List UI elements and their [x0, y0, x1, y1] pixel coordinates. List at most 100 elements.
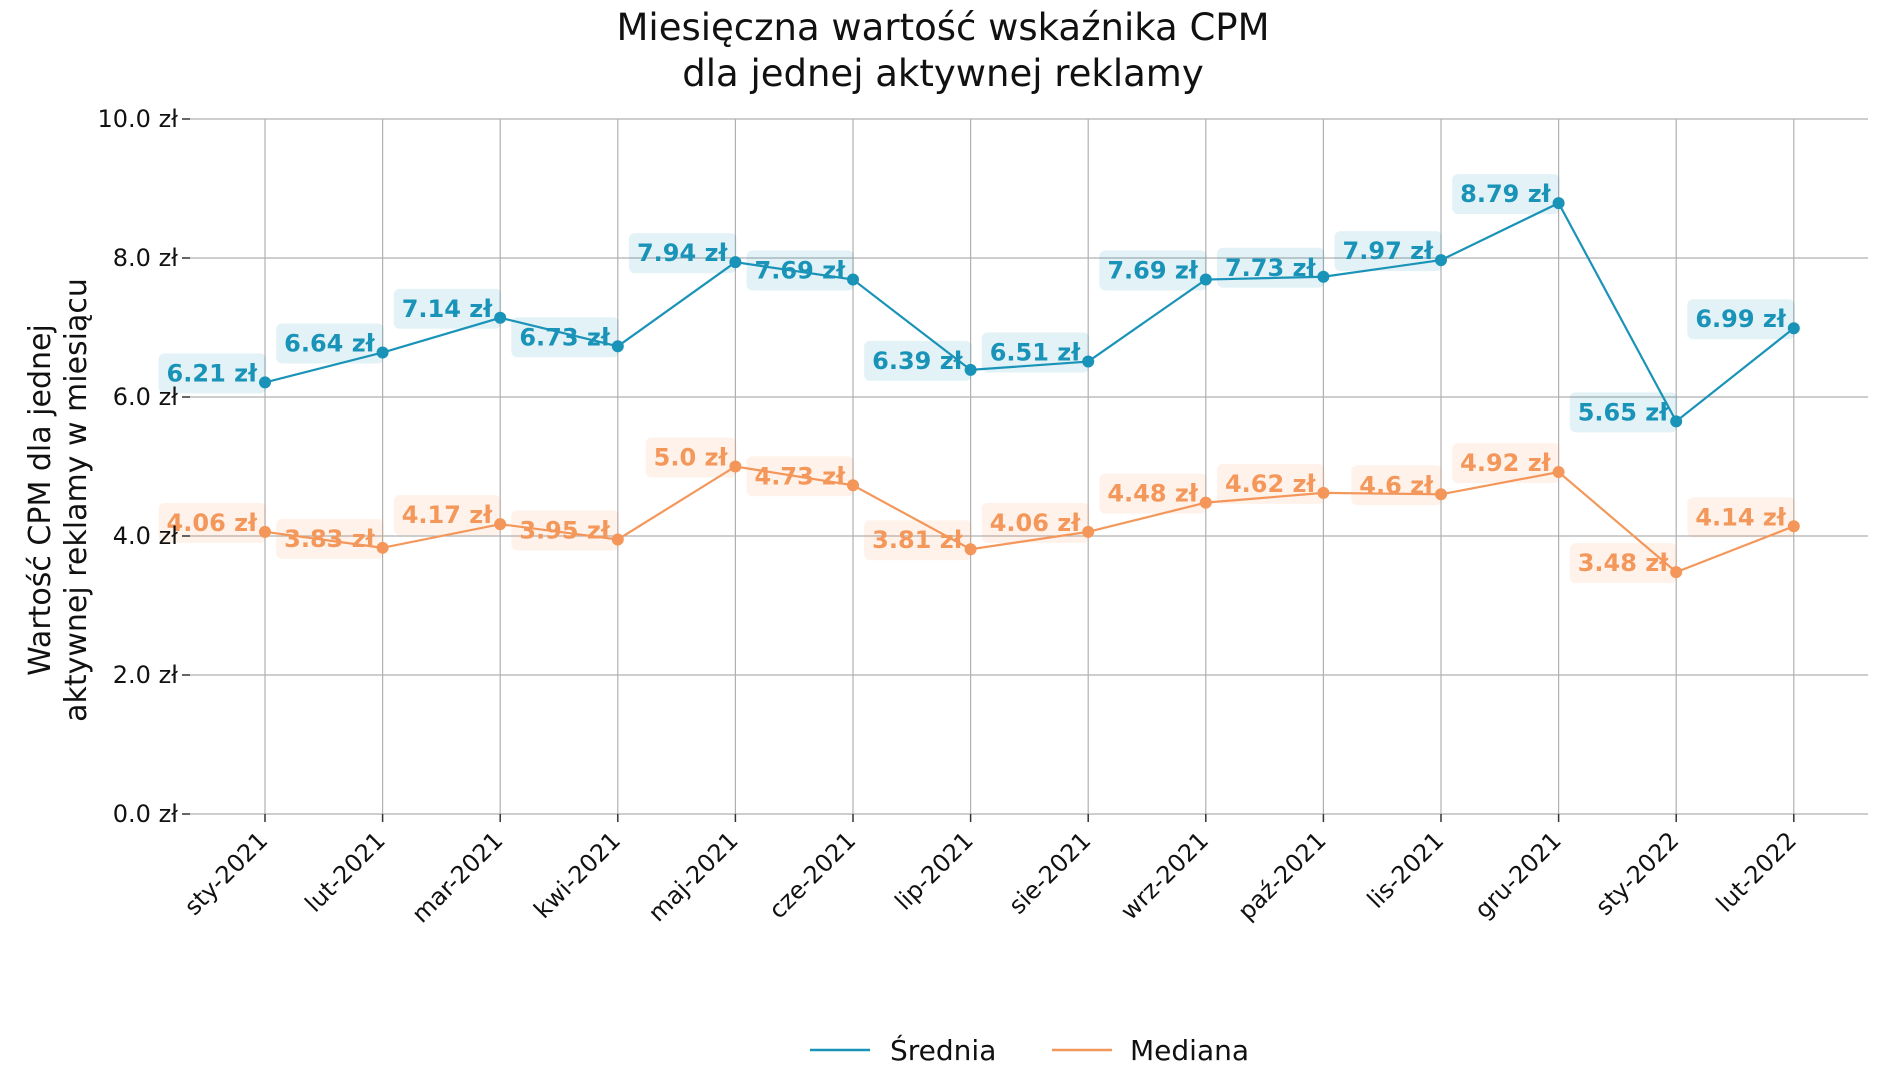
data-label: 7.94 zł [637, 239, 729, 267]
data-label-group: 6.64 zł [276, 323, 384, 364]
x-tick-label: wrz-2021 [1115, 826, 1214, 925]
data-label-group: 4.6 zł [1351, 465, 1443, 506]
data-label-group: 3.81 zł [864, 520, 972, 561]
data-point [259, 376, 271, 389]
x-tick-label: mar-2021 [407, 826, 509, 928]
data-label: 4.92 zł [1460, 449, 1552, 477]
x-tick-label: sty-2022 [1590, 826, 1684, 920]
data-label-group: 7.94 zł [628, 233, 737, 274]
data-point [847, 273, 859, 286]
data-label-box [158, 502, 267, 543]
data-point [611, 340, 624, 353]
data-point [847, 479, 859, 492]
data-point [1435, 488, 1447, 501]
data-label: 3.48 zł [1578, 549, 1670, 577]
data-label: 5.65 zł [1578, 398, 1670, 426]
data-point [376, 541, 389, 554]
data-label: 4.06 zł [990, 509, 1082, 537]
data-label: 3.81 zł [872, 526, 964, 554]
legend: Średnia Mediana [810, 1033, 1249, 1067]
data-label-box [1687, 299, 1795, 340]
data-label-box [1216, 247, 1325, 288]
y-axis-label: Wartość CPM dla jednej aktywnej reklamy … [23, 278, 94, 722]
data-point [729, 256, 742, 269]
data-label: 4.73 zł [755, 462, 847, 490]
data-label-group: 5.0 zł [645, 437, 737, 478]
data-label-group: 6.39 zł [864, 340, 972, 381]
data-label: 7.73 zł [1225, 254, 1317, 282]
data-label-box [1351, 465, 1443, 506]
data-label-group: 4.17 zł [393, 495, 502, 536]
x-tick-label: paź-2021 [1232, 826, 1331, 925]
y-tick-label: 6.0 zł [113, 383, 178, 411]
data-point [1787, 520, 1800, 533]
y-tick-label: 8.0 zł [113, 244, 178, 272]
data-label-box [1216, 463, 1325, 504]
data-label-box [276, 323, 384, 364]
data-label-box [981, 502, 1090, 543]
data-label-box [981, 332, 1090, 373]
data-label-group: 7.14 zł [393, 288, 502, 329]
data-label: 6.51 zł [990, 339, 1082, 367]
data-point [259, 525, 271, 538]
data-point [1317, 486, 1330, 499]
data-label-group: 7.73 zł [1216, 247, 1325, 288]
data-label: 6.21 zł [167, 359, 259, 387]
data-label: 3.83 zł [284, 525, 376, 553]
data-point [1199, 496, 1212, 509]
data-label-box [746, 250, 855, 291]
data-label: 4.06 zł [167, 509, 259, 537]
data-label-group: 4.06 zł [981, 502, 1090, 543]
data-label: 4.14 zł [1695, 503, 1787, 531]
data-label-group: 4.73 zł [746, 456, 855, 497]
legend-label-mediana: Mediana [1130, 1034, 1249, 1067]
chart-title-line-2: dla jednej aktywnej reklamy [682, 52, 1204, 95]
x-tick-label: sie-2021 [1003, 826, 1096, 919]
data-label-box [1452, 174, 1560, 215]
data-label-box [393, 288, 502, 329]
data-label-box [628, 233, 737, 274]
data-label-group: 4.06 zł [158, 502, 267, 543]
data-label-group: 4.14 zł [1687, 497, 1795, 538]
data-point [1082, 355, 1095, 368]
series-lines [259, 197, 1800, 579]
data-label-box [746, 456, 855, 497]
data-label-box [511, 510, 619, 551]
series-line-mediana [264, 465, 1795, 574]
y-axis-label-line-1: Wartość CPM dla jednej [23, 324, 58, 676]
data-label: 4.6 zł [1359, 471, 1434, 499]
data-label: 6.99 zł [1695, 305, 1787, 333]
data-label-box [276, 518, 384, 559]
data-label-box [1687, 497, 1795, 538]
x-tick-label: lut-2021 [300, 826, 391, 917]
data-label-box [864, 520, 972, 561]
data-label-group: 3.95 zł [511, 510, 619, 551]
x-tick-label: lut-2022 [1711, 826, 1802, 917]
data-label-group: 7.97 zł [1334, 231, 1443, 272]
data-label-box [864, 340, 972, 381]
data-label-group: 6.21 zł [158, 353, 267, 394]
data-label-box [1334, 231, 1443, 272]
data-label: 8.79 zł [1460, 180, 1552, 208]
x-tick-label: lip-2021 [890, 826, 979, 915]
data-label-group: 3.48 zł [1569, 543, 1678, 584]
data-point [1787, 322, 1800, 335]
data-label: 7.69 zł [755, 257, 847, 285]
data-label: 4.62 zł [1225, 470, 1317, 498]
chart-title-line-1: Miesięczna wartość wskaźnika CPM [616, 6, 1269, 49]
data-label-group: 6.51 zł [981, 332, 1090, 373]
data-point [611, 533, 624, 546]
y-tick-label: 4.0 zł [113, 522, 178, 550]
y-tick-label: 10.0 zł [98, 105, 179, 133]
data-point [1199, 273, 1212, 286]
x-tick-label: sty-2021 [179, 826, 273, 920]
data-label: 6.39 zł [872, 347, 964, 375]
data-label-box [1099, 473, 1207, 514]
data-label-box [645, 437, 737, 478]
axes: 0.0 zł 2.0 zł 4.0 zł 6.0 zł 8.0 zł 10.0 zł sty… [98, 105, 1803, 928]
data-point [729, 460, 742, 473]
x-tick-label: gru-2021 [1469, 826, 1567, 924]
data-label: 7.14 zł [402, 295, 494, 323]
data-label-box [511, 317, 619, 358]
data-label: 4.17 zł [402, 501, 494, 529]
